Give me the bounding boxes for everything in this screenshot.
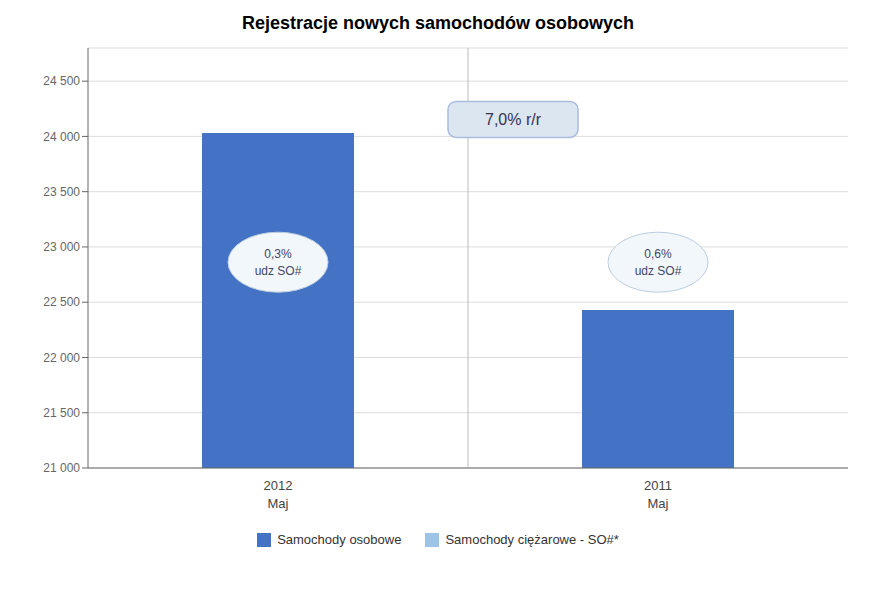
html-text:Samochody osobowe: Samochody osobowe — [277, 532, 402, 547]
svg-text:7,0% r/r: 7,0% r/r — [485, 111, 542, 128]
svg-text:2011Maj: 2011Maj — [644, 478, 672, 511]
svg-text:23 500: 23 500 — [43, 185, 80, 199]
svg-text:21 000: 21 000 — [43, 461, 80, 475]
svg-text:21 500: 21 500 — [43, 406, 80, 420]
svg-text:2012Maj: 2012Maj — [264, 478, 293, 511]
svg-text:24 000: 24 000 — [43, 130, 80, 144]
svg-text:23 000: 23 000 — [43, 240, 80, 254]
svg-text:24 500: 24 500 — [43, 74, 80, 88]
svg-text:udz SO#: udz SO# — [255, 264, 302, 278]
svg-text:22 000: 22 000 — [43, 351, 80, 365]
html-text:Rejestracje nowych samochodów: Rejestracje nowych samochodów osobowych — [241, 13, 634, 33]
svg-text:udz SO#: udz SO# — [635, 264, 682, 278]
svg-text:0,6%: 0,6% — [644, 247, 672, 261]
svg-text:22 500: 22 500 — [43, 295, 80, 309]
html-text:Samochody ciężarowe - SO#*: Samochody ciężarowe - SO#* — [445, 532, 619, 547]
svg-text:0,3%: 0,3% — [264, 247, 292, 261]
